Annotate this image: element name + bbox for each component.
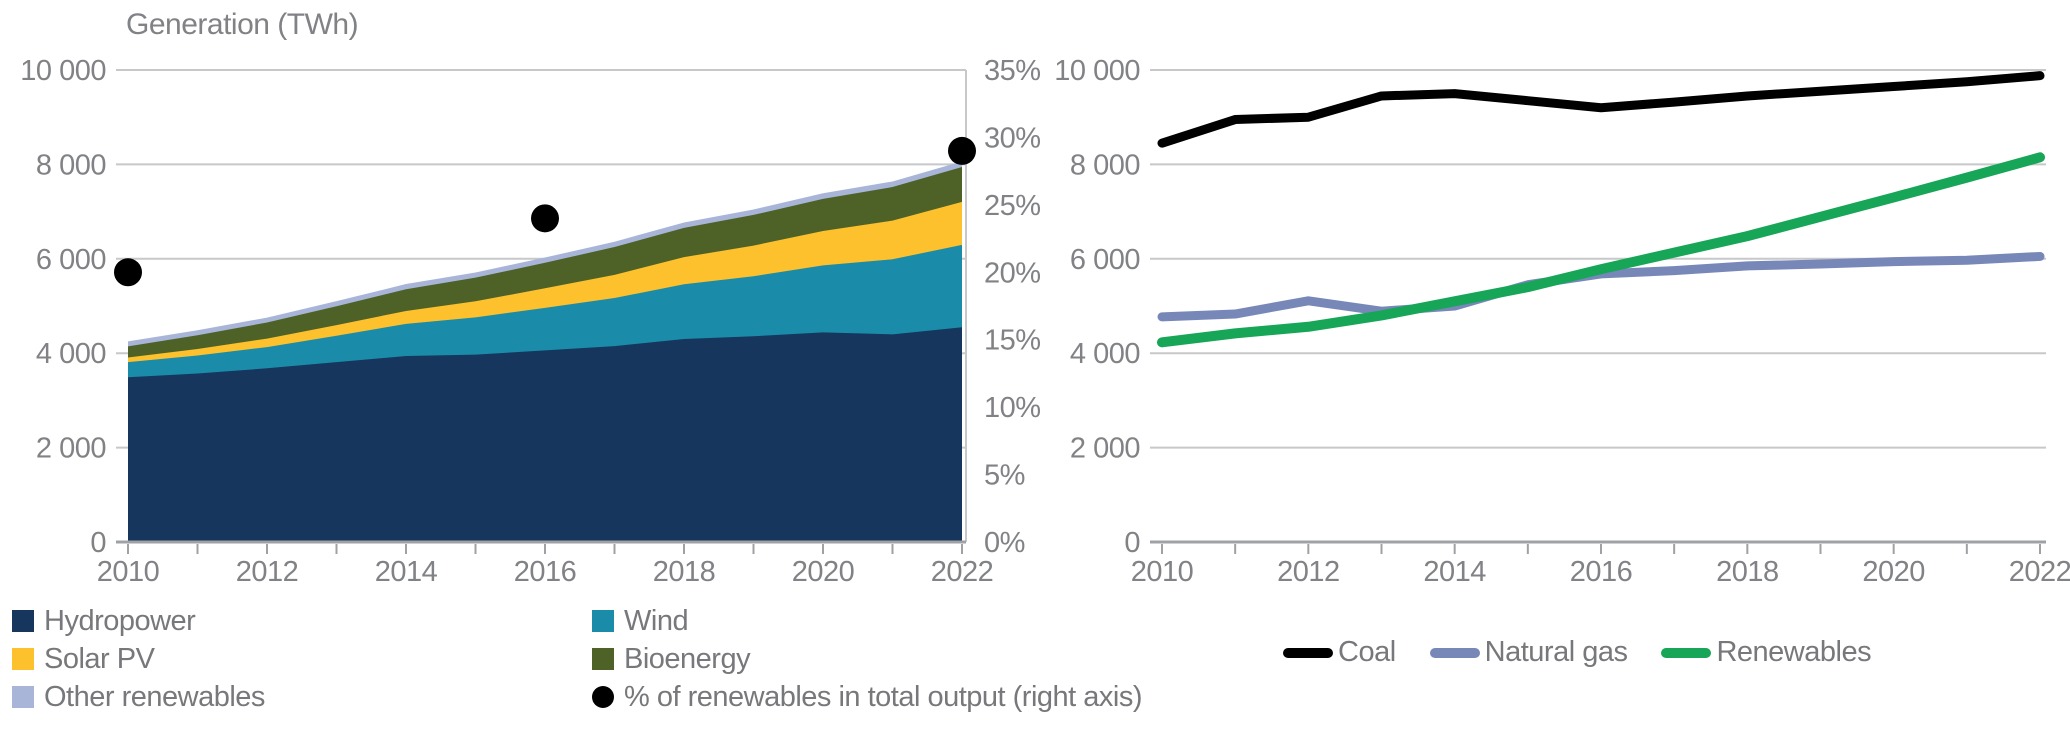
y-axis-label: 10 000 [20,55,106,87]
legend-label-wind: Wind [624,604,689,637]
x-axis-label: 2012 [1277,556,1340,588]
legend-item-renewables-share: % of renewables in total output (right a… [592,678,1143,716]
legend-label-other-renewables: Other renewables [44,680,265,713]
legend-item-wind: Wind [592,602,1142,640]
x-axis-label: 2018 [653,556,716,588]
x-axis-label: 2022 [931,556,994,588]
renewables-share-dot-icon [592,686,614,708]
left-chart-title: Generation (TWh) [126,8,359,41]
legend-item-other-renewables: Other renewables [12,678,265,716]
y-axis-label: 2 000 [1070,433,1140,465]
y-axis-label: 6 000 [36,244,106,276]
wind-swatch-icon [592,610,614,632]
right-axis-label: 35% [984,55,1041,87]
left-chart-legend-col2: Wind Bioenergy % of renewables in total … [592,602,1143,716]
right-axis-label: 30% [984,122,1041,154]
x-axis-label: 2014 [375,556,438,588]
legend-item-solar-pv: Solar PV [12,640,265,678]
legend-label-renewables: Renewables [1716,636,1872,668]
x-axis-label: 2022 [2009,556,2070,588]
y-axis-label: 4 000 [36,338,106,370]
area-hydropower [128,327,962,542]
legend-item-natural-gas: Natural gas [1429,636,1628,669]
legend-label-renewables-share: % of renewables in total output (right a… [624,680,1143,713]
legend-item-coal: Coal [1283,636,1396,669]
line-coal [1157,71,2045,148]
natural-gas-line-swatch-icon [1429,647,1480,658]
y-axis-label: 8 000 [36,149,106,181]
other-renewables-swatch-icon [12,686,34,708]
x-axis-label: 2010 [97,556,160,588]
x-axis-label: 2016 [514,556,577,588]
legend-item-bioenergy: Bioenergy [592,640,1142,678]
right-chart-legend: Coal Natural gas Renewables [1283,636,1872,669]
y-axis-label: 4 000 [1070,338,1140,370]
x-axis-label: 2020 [1862,556,1925,588]
x-axis-label: 2016 [1570,556,1633,588]
left-chart-legend-col1: Hydropower Solar PV Other renewables [12,602,265,716]
x-axis-label: 2012 [236,556,299,588]
x-axis-label: 2014 [1423,556,1486,588]
renewables-share-dot-2010 [114,258,142,287]
legend-item-renewables: Renewables [1661,636,1872,669]
y-axis-label: 0 [1124,527,1140,559]
renewables-line-swatch-icon [1661,647,1712,658]
x-axis-label: 2020 [792,556,855,588]
line-renewables [1157,152,2045,348]
y-axis-label: 6 000 [1070,244,1140,276]
renewables-share-dot-2022 [948,136,976,165]
right-axis-label: 20% [984,257,1041,289]
legend-label-bioenergy: Bioenergy [624,642,751,675]
hydropower-swatch-icon [12,610,34,632]
bioenergy-swatch-icon [592,648,614,670]
coal-line-swatch-icon [1283,647,1333,658]
right-axis-label: 25% [984,190,1041,222]
y-axis-label: 0 [90,527,106,559]
solar-pv-swatch-icon [12,648,34,670]
right-axis-label: 15% [984,325,1041,357]
right-axis-label: 5% [984,460,1025,492]
legend-label-natural-gas: Natural gas [1484,636,1628,668]
legend-label-coal: Coal [1338,636,1396,668]
y-axis-label: 2 000 [36,433,106,465]
x-axis-label: 2018 [1716,556,1779,588]
right-axis-label: 0% [984,527,1025,559]
right-axis-label: 10% [984,392,1041,424]
legend-label-solar-pv: Solar PV [44,642,155,675]
y-axis-label: 10 000 [1054,55,1140,87]
legend-item-hydropower: Hydropower [12,602,265,640]
renewables-share-dot-2016 [531,204,559,233]
y-axis-label: 8 000 [1070,149,1140,181]
x-axis-label: 2010 [1131,556,1194,588]
legend-label-hydropower: Hydropower [44,604,196,637]
